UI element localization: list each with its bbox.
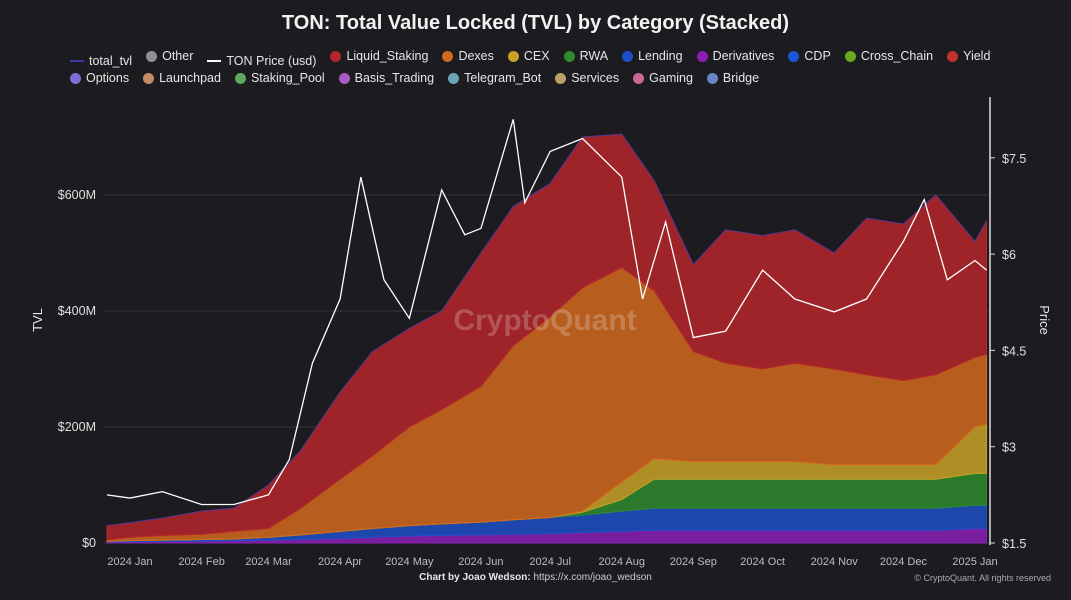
x-tick-label: 2024 Sep <box>670 556 717 568</box>
y-tick-label: $400M <box>58 304 96 318</box>
footer-credit: Chart by Joao Wedson: https://x.com/joao… <box>0 572 1071 583</box>
legend-marker <box>448 72 460 84</box>
legend-item[interactable]: TON Price (usd) <box>207 53 316 70</box>
legend-item[interactable]: Launchpad <box>143 70 221 87</box>
y-tick-label: $0 <box>82 536 96 550</box>
legend-item[interactable]: Staking_Pool <box>234 70 325 87</box>
legend-item[interactable]: Lending <box>622 48 683 65</box>
legend-label: Gaming <box>649 70 693 85</box>
legend-item[interactable]: CEX <box>507 48 550 65</box>
price-line-group <box>106 119 987 506</box>
legend-item[interactable]: Basis_Trading <box>338 70 435 87</box>
stacked-areas <box>106 133 988 544</box>
legend-marker <box>330 51 342 62</box>
legend-label: Launchpad <box>159 70 221 85</box>
legend-item[interactable]: total_tvl <box>70 53 132 70</box>
legend-item[interactable]: CDP <box>788 48 831 65</box>
legend-label: Cross_Chain <box>860 49 934 63</box>
legend-label: Lending <box>638 49 683 63</box>
y-tick-label: $200M <box>58 420 96 434</box>
legend-marker <box>563 51 575 62</box>
legend-marker <box>555 72 567 84</box>
legend-label: TON Price (usd) <box>226 53 317 68</box>
legend-marker <box>70 60 84 62</box>
legend-marker <box>844 51 856 62</box>
copyright: © CryptoQuant. All rights reserved <box>914 573 1051 583</box>
legend-label: Dexes <box>458 49 494 63</box>
legend-label: Derivatives <box>712 49 775 63</box>
x-tick-label: 2025 Jan <box>952 556 997 568</box>
legend-marker <box>706 72 718 84</box>
legend-marker <box>633 72 645 84</box>
credit-label: Chart by Joao Wedson: <box>419 572 531 583</box>
ton-price-line <box>106 119 987 506</box>
legend-item[interactable]: Bridge <box>706 70 760 87</box>
legend-marker <box>947 51 959 62</box>
total-tvl-line <box>106 133 987 526</box>
watermark: CryptoQuant <box>453 304 636 337</box>
legend: total_tvl Other TON Price (usd) Liquid_Stak… <box>70 48 1030 89</box>
x-tick-label: 2024 Jul <box>529 556 571 568</box>
legend-marker <box>70 72 81 84</box>
legend-label: Options <box>86 70 130 85</box>
legend-marker <box>207 60 222 62</box>
legend-label: Liquid_Staking <box>346 49 429 63</box>
y2-tick-label: $4.5 <box>1002 344 1026 358</box>
x-tick-label: 2024 Feb <box>178 556 224 568</box>
legend-label: RWA <box>579 49 609 63</box>
legend-item[interactable]: Telegram_Bot <box>448 70 541 87</box>
legend-marker <box>143 72 155 84</box>
legend-label: Basis_Trading <box>354 70 435 85</box>
legend-label: CEX <box>523 49 550 63</box>
x-tick-label: 2024 Nov <box>811 556 859 568</box>
x-tick-label: 2024 Jun <box>458 556 503 568</box>
y2-tick-label: $6 <box>1002 248 1016 262</box>
y2-tick-label: $3 <box>1002 441 1016 455</box>
legend-item[interactable]: Cross_Chain <box>844 48 934 65</box>
x-tick-label: 2024 Apr <box>318 556 362 568</box>
legend-marker <box>146 51 158 62</box>
credit-link[interactable]: https://x.com/joao_wedson <box>533 572 652 583</box>
legend-item[interactable]: Yield <box>947 48 990 65</box>
legend-item[interactable]: Liquid_Staking <box>330 48 428 65</box>
legend-marker <box>622 51 634 62</box>
x-tick-label: 2024 Oct <box>740 556 785 568</box>
legend-marker <box>696 51 708 62</box>
legend-label: Yield <box>963 49 991 63</box>
y-tick-label: $600M <box>58 188 96 202</box>
legend-item[interactable]: Gaming <box>633 70 693 87</box>
x-tick-label: 2024 Jan <box>107 556 152 568</box>
y2-tick-label: $1.5 <box>1002 537 1026 551</box>
legend-label: Staking_Pool <box>250 70 325 85</box>
legend-item[interactable]: Options <box>70 70 129 87</box>
legend-item[interactable]: RWA <box>563 48 609 65</box>
legend-marker <box>507 51 519 62</box>
x-tick-label: 2024 May <box>385 556 434 568</box>
y2-axis-label: Price <box>1037 305 1052 335</box>
x-tick-label: 2024 Dec <box>880 556 928 568</box>
legend-item[interactable]: Other <box>146 48 193 65</box>
legend-item[interactable]: Derivatives <box>696 48 775 65</box>
y2-tick-label: $7.5 <box>1002 152 1026 166</box>
chart-title: TON: Total Value Locked (TVL) by Categor… <box>281 12 790 34</box>
legend-marker <box>788 51 800 62</box>
legend-label: CDP <box>804 49 831 63</box>
legend-label: Other <box>162 49 194 63</box>
x-tick-label: 2024 Aug <box>599 556 646 568</box>
y-axis-label: TVL <box>30 308 45 332</box>
x-tick-label: 2024 Mar <box>245 556 292 568</box>
legend-marker <box>338 72 350 84</box>
legend-label: Telegram_Bot <box>464 70 542 85</box>
legend-item[interactable]: Dexes <box>442 48 494 65</box>
legend-label: Services <box>571 70 620 85</box>
legend-marker <box>442 51 454 62</box>
legend-label: Bridge <box>722 70 760 85</box>
legend-label: total_tvl <box>89 53 133 68</box>
legend-item[interactable]: Services <box>555 70 619 87</box>
legend-marker <box>234 72 246 84</box>
